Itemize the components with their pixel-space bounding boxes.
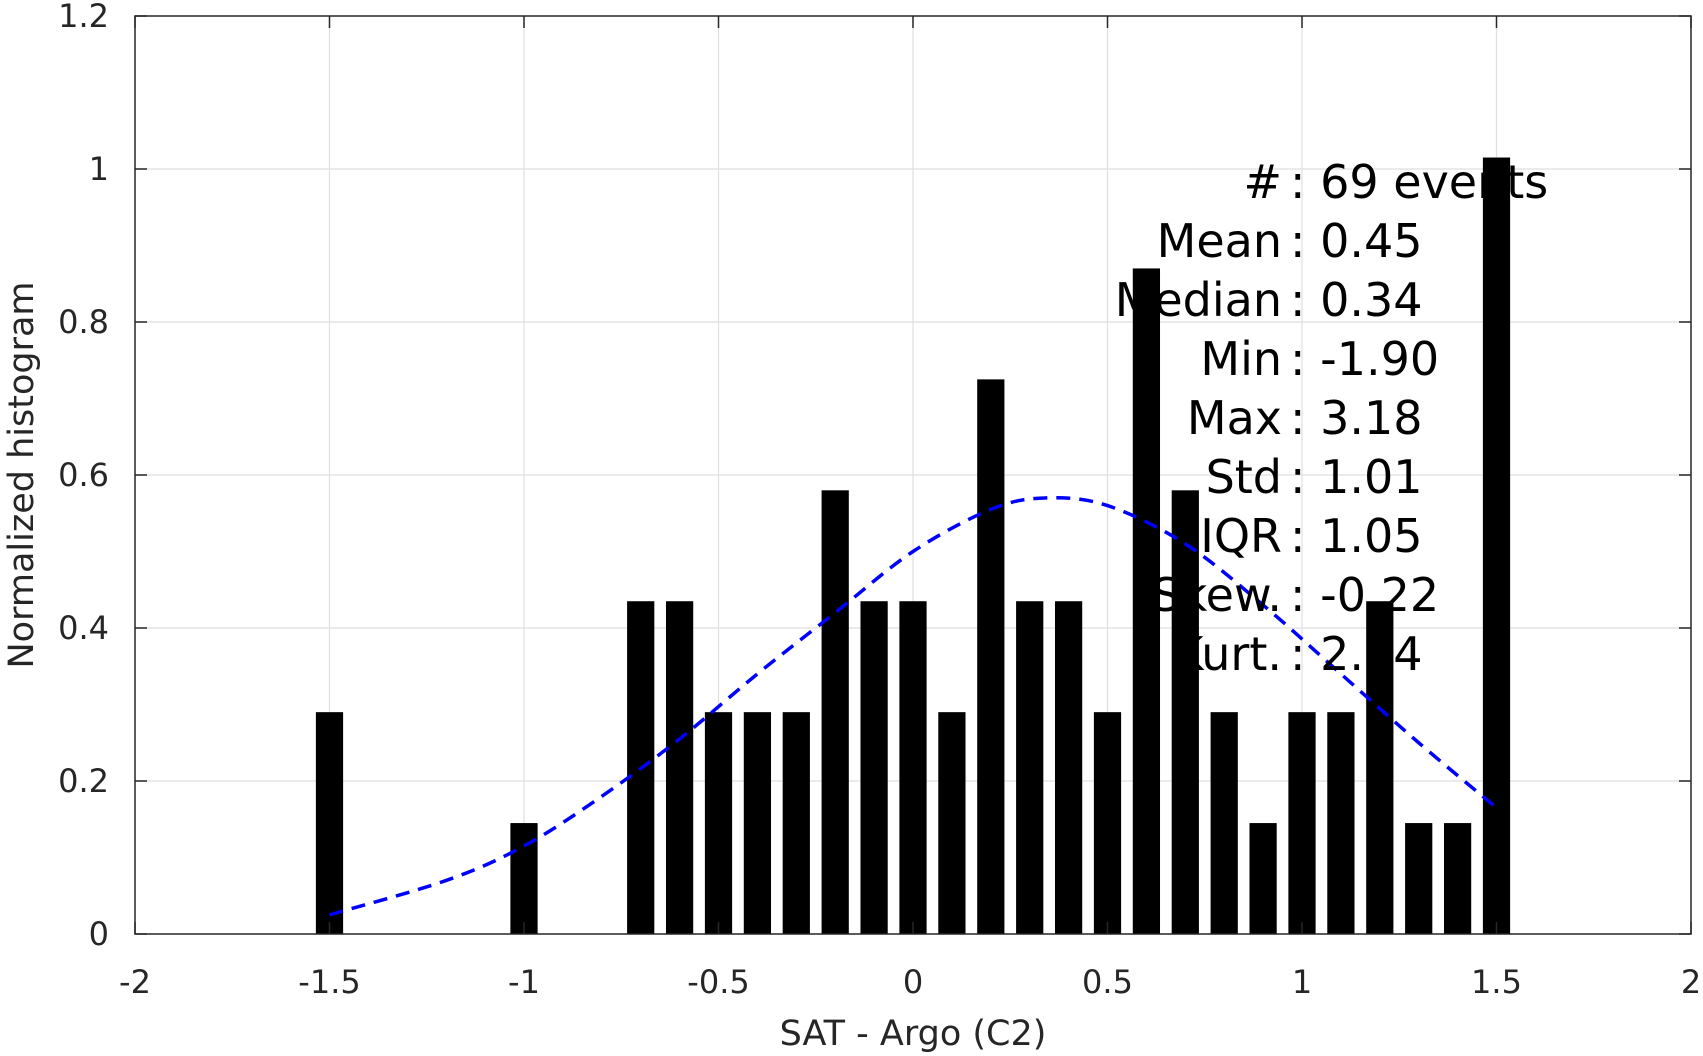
- stat-label: Mean: [1157, 214, 1282, 268]
- histogram-bar: [899, 601, 927, 934]
- histogram-bar: [704, 712, 733, 934]
- normal-fit-curve: [329, 496, 1498, 917]
- stat-value: : 1.05: [1290, 509, 1423, 563]
- histogram-bar: [1171, 490, 1199, 934]
- x-tick-label: 0.5: [1082, 963, 1133, 1001]
- stat-label: Max: [1187, 391, 1282, 445]
- histogram-bar: [782, 712, 810, 934]
- stat-label: Median: [1115, 273, 1282, 327]
- y-tick-label: 1: [89, 150, 109, 188]
- histogram-bar: [1443, 823, 1472, 934]
- stat-value: : 0.34: [1290, 273, 1423, 327]
- histogram-bar: [977, 379, 1005, 934]
- histogram-bar: [665, 601, 694, 934]
- x-tick-label: -1: [508, 963, 540, 1001]
- x-tick-label: -2: [119, 963, 151, 1001]
- histogram-bar: [1482, 157, 1511, 934]
- grid-lines: [135, 16, 1691, 934]
- x-tick-label: 1.5: [1471, 963, 1522, 1001]
- y-tick-label: 0.8: [58, 303, 109, 341]
- histogram-bar: [1327, 712, 1355, 934]
- x-tick-label: 2: [1681, 963, 1701, 1001]
- histogram-bar: [1249, 823, 1277, 934]
- histogram-bar: [1405, 823, 1433, 934]
- x-tick-labels: -2 -1.5 -1 -0.5 0 0.5 1 1.5 2: [119, 963, 1701, 1001]
- histogram-bar: [743, 712, 772, 934]
- y-axis-title: Normalized histogram: [2, 281, 42, 668]
- y-tick-label: 0: [89, 915, 109, 953]
- stat-label: #: [1243, 155, 1282, 209]
- stat-label: Std: [1206, 450, 1282, 504]
- stat-label: IQR: [1200, 509, 1282, 563]
- histogram-bar: [1366, 601, 1394, 934]
- stat-value: : -1.90: [1290, 332, 1439, 386]
- y-tick-label: 0.2: [58, 762, 109, 800]
- y-tick-label: 0.4: [58, 609, 109, 647]
- stat-label: Kurt.: [1173, 627, 1282, 681]
- y-tick-label: 0.6: [58, 456, 109, 494]
- x-tick-label: -1.5: [298, 963, 360, 1001]
- histogram-bar: [1016, 601, 1044, 934]
- histogram-bar: [1210, 712, 1238, 934]
- bar-series: [315, 157, 1511, 934]
- histogram-bar: [1093, 712, 1122, 934]
- x-tick-label: -0.5: [687, 963, 749, 1001]
- histogram-bar: [1288, 712, 1316, 934]
- axis-ticks: [134, 15, 1692, 935]
- histogram-bar: [1132, 268, 1161, 934]
- stat-value: : 1.01: [1290, 450, 1423, 504]
- stat-value: : 2.54: [1290, 627, 1423, 681]
- stat-label: Min: [1200, 332, 1282, 386]
- x-axis-title: SAT - Argo (C2): [780, 1014, 1047, 1054]
- histogram-bar: [821, 490, 849, 934]
- stat-label: Skew.: [1151, 568, 1282, 622]
- histogram-bar: [938, 712, 966, 934]
- stat-value: : 69 events: [1290, 155, 1548, 209]
- x-tick-label: 0: [903, 963, 923, 1001]
- histogram-bar: [1054, 601, 1083, 934]
- y-tick-label: 1.2: [58, 0, 109, 35]
- stat-value: : -0.22: [1290, 568, 1439, 622]
- stat-value: : 0.45: [1290, 214, 1423, 268]
- y-tick-labels: 0 0.2 0.4 0.6 0.8 1 1.2: [58, 0, 109, 953]
- x-tick-label: 1: [1292, 963, 1312, 1001]
- stat-value: : 3.18: [1290, 391, 1423, 445]
- histogram-bar: [315, 712, 344, 934]
- histogram-bar: [860, 601, 888, 934]
